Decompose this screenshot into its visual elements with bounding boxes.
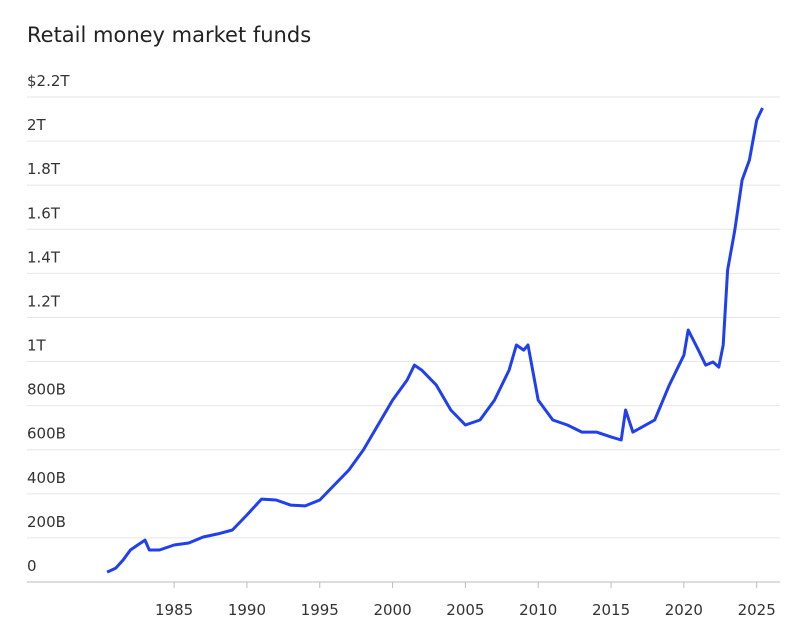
x-tick-label: 1990 xyxy=(228,601,266,619)
y-tick-label: 1.4T xyxy=(27,248,61,266)
x-tick-label: 2020 xyxy=(665,601,703,619)
y-tick-label: 2T xyxy=(27,116,47,134)
chart-title: Retail money market funds xyxy=(27,23,311,47)
y-tick-label: 600B xyxy=(27,425,66,443)
y-tick-label: 1.2T xyxy=(27,292,61,310)
data-line xyxy=(106,107,764,574)
x-tick-label: 1995 xyxy=(301,601,339,619)
x-tick-label: 2015 xyxy=(592,601,630,619)
y-tick-label: 1.8T xyxy=(27,160,61,178)
y-tick-label: $2.2T xyxy=(27,72,70,90)
y-tick-label: 0 xyxy=(27,557,37,575)
x-tick-label: 2005 xyxy=(446,601,484,619)
x-tick-label: 2025 xyxy=(738,601,776,619)
y-tick-label: 1.6T xyxy=(27,204,61,222)
x-tick-label: 2000 xyxy=(373,601,411,619)
y-tick-label: 400B xyxy=(27,469,66,487)
x-tick-label: 1985 xyxy=(155,601,193,619)
y-tick-label: 200B xyxy=(27,513,66,531)
y-tick-label: 1T xyxy=(27,337,47,355)
y-tick-label: 800B xyxy=(27,381,66,399)
x-tick-label: 2010 xyxy=(519,601,557,619)
